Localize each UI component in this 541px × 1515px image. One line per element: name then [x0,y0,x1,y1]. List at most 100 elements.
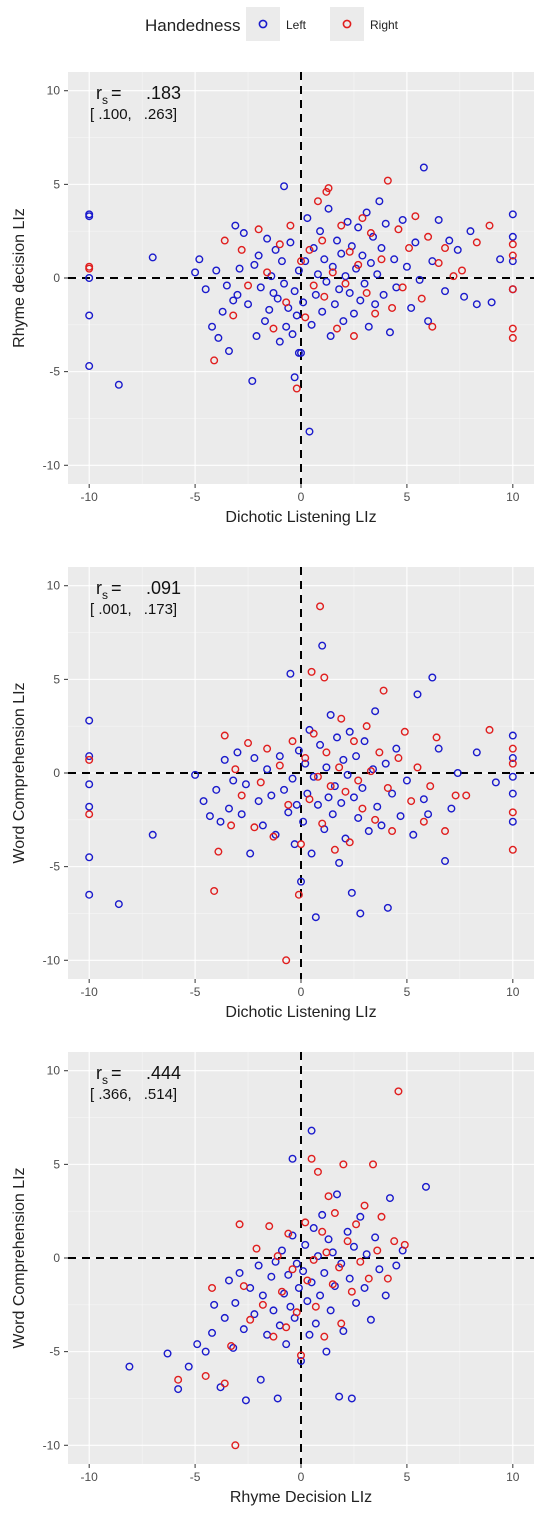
point-left [356,909,365,918]
point-left [311,1319,320,1328]
point-left [328,262,337,271]
point-right [237,791,246,800]
point-right [407,797,416,806]
point-left [309,244,318,253]
point-right [345,838,354,847]
point-left [508,232,517,241]
point-right [508,759,517,768]
y-tick-label: 0 [53,1251,60,1265]
point-left [212,785,221,794]
x-tick-label: -5 [190,1470,201,1484]
point-left [263,765,272,774]
point-left [337,798,346,807]
point-right [451,791,460,800]
point-left [326,1306,335,1315]
point-left [392,744,401,753]
point-left [237,810,246,819]
point-right [320,673,329,682]
point-left [239,229,248,238]
point-right [362,722,371,731]
point-left [214,333,223,342]
x-tick-label: 0 [298,1470,305,1484]
point-right [472,238,481,247]
point-left [235,1268,244,1277]
point-left [424,810,433,819]
point-left [385,1194,394,1203]
point-right [231,765,240,774]
point-left [241,1396,250,1405]
x-tick-label: 5 [404,490,411,504]
point-right [330,1209,339,1218]
point-left [252,332,261,341]
point-right [229,311,238,320]
point-right [349,332,358,341]
point-left [297,1357,306,1366]
point-left [85,311,94,320]
point-left [220,1313,229,1322]
point-right [400,727,409,736]
point-right [347,1287,356,1296]
point-left [345,288,354,297]
point-left [415,275,424,284]
rs-label: rs = [96,1063,122,1087]
point-left [241,780,250,789]
point-right [275,761,284,770]
point-right [288,1265,297,1274]
point-right [305,795,314,804]
point-left [322,277,331,286]
point-right [360,1201,369,1210]
point-right [318,236,327,245]
point-left [339,755,348,764]
point-right [318,819,327,828]
y-tick-label: 0 [53,766,60,780]
point-left [256,283,265,292]
point-right [220,236,229,245]
point-left [309,1224,318,1233]
point-right [318,1227,327,1236]
point-right [354,776,363,785]
point-left [258,821,267,830]
point-right [417,294,426,303]
point-left [233,290,242,299]
point-left [424,317,433,326]
point-right [369,1160,378,1169]
point-left [224,347,233,356]
point-right [277,1287,286,1296]
point-left [250,1310,259,1319]
point-right [394,225,403,234]
point-left [377,244,386,253]
point-left [322,763,331,772]
point-left [193,1340,202,1349]
rs-value: .183 [146,83,181,103]
x-axis-title: Dichotic Listening LIz [225,1004,376,1021]
point-left [358,783,367,792]
point-left [239,1325,248,1334]
y-tick-label: -10 [43,953,61,967]
point-left [273,1394,282,1403]
point-right [343,1237,352,1246]
point-right [292,1308,301,1317]
point-left [229,1343,238,1352]
point-left [148,253,157,262]
point-left [441,287,450,296]
point-left [398,215,407,224]
point-right [275,240,284,249]
point-right [269,832,278,841]
point-right [239,1282,248,1291]
point-left [373,802,382,811]
point-left [195,255,204,264]
point-right [441,827,450,836]
point-left [231,1298,240,1307]
point-right [371,309,380,318]
point-left [294,1283,303,1292]
point-left [347,1394,356,1403]
point-left [402,262,411,271]
point-right [390,1237,399,1246]
point-left [282,1340,291,1349]
x-tick-label: -10 [81,985,99,999]
point-right [434,259,443,268]
point-left [205,812,214,821]
point-left [445,236,454,245]
legend-marker-right [342,19,352,29]
point-right [335,1263,344,1272]
